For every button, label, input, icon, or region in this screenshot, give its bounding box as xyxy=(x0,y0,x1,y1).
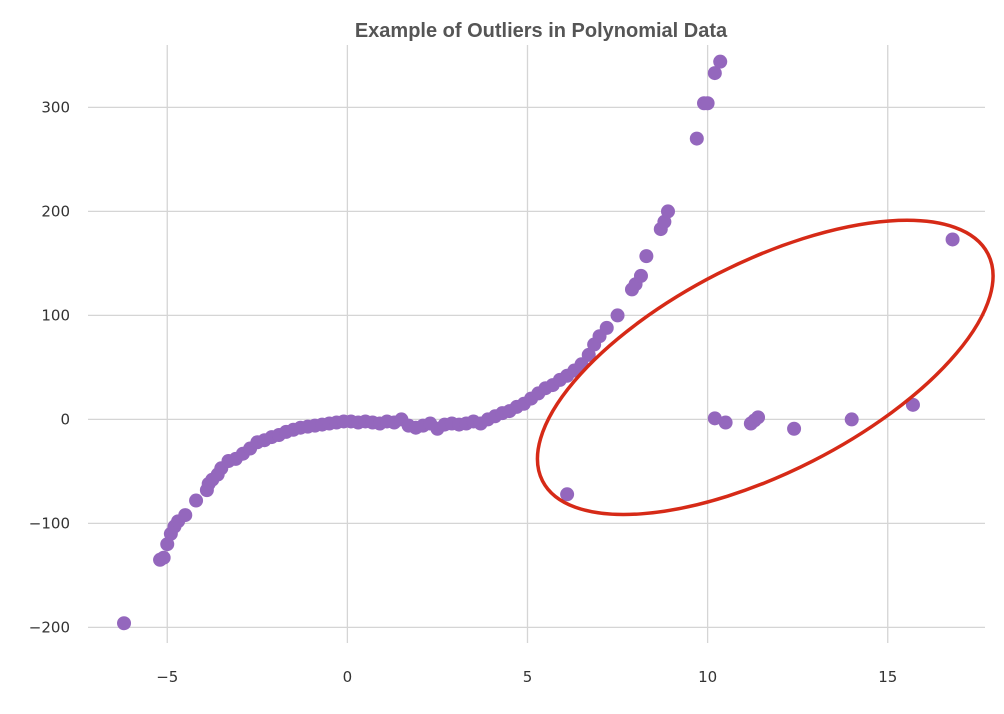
data-point xyxy=(610,308,625,323)
y-tick-label: −100 xyxy=(29,514,70,532)
data-point xyxy=(178,508,193,523)
data-point xyxy=(700,96,715,111)
data-point xyxy=(156,550,171,565)
data-point xyxy=(639,249,654,264)
data-point xyxy=(707,411,722,426)
x-tick-label: 0 xyxy=(343,668,353,686)
chart-title: Example of Outliers in Polynomial Data xyxy=(355,20,728,42)
data-point xyxy=(718,415,733,430)
data-point xyxy=(560,487,575,502)
data-point xyxy=(787,421,802,436)
data-point xyxy=(117,616,132,631)
data-point xyxy=(751,410,766,425)
data-point xyxy=(707,66,722,81)
data-point xyxy=(189,493,204,508)
y-tick-label: −200 xyxy=(29,618,70,636)
data-point xyxy=(581,347,596,362)
grid xyxy=(88,45,985,643)
tick-labels: −5 0 5 10 15 −200 −100 0 100 200 300 xyxy=(29,98,897,686)
y-tick-label: 200 xyxy=(41,202,70,220)
data-point xyxy=(844,412,859,427)
x-tick-label: 10 xyxy=(698,668,717,686)
x-tick-label: 15 xyxy=(878,668,897,686)
data-points xyxy=(117,54,960,631)
x-tick-label: −5 xyxy=(156,668,178,686)
outlier-highlight xyxy=(535,218,995,517)
data-point xyxy=(905,397,920,412)
data-point xyxy=(945,232,960,247)
data-point xyxy=(633,268,648,283)
x-tick-label: 5 xyxy=(523,668,533,686)
y-tick-label: 100 xyxy=(41,306,70,324)
outlier-ellipse xyxy=(535,218,995,517)
y-tick-label: 0 xyxy=(60,410,70,428)
data-point xyxy=(713,54,728,69)
data-point xyxy=(599,320,614,335)
data-point xyxy=(689,131,704,146)
y-tick-label: 300 xyxy=(41,98,70,116)
data-point xyxy=(660,204,675,219)
